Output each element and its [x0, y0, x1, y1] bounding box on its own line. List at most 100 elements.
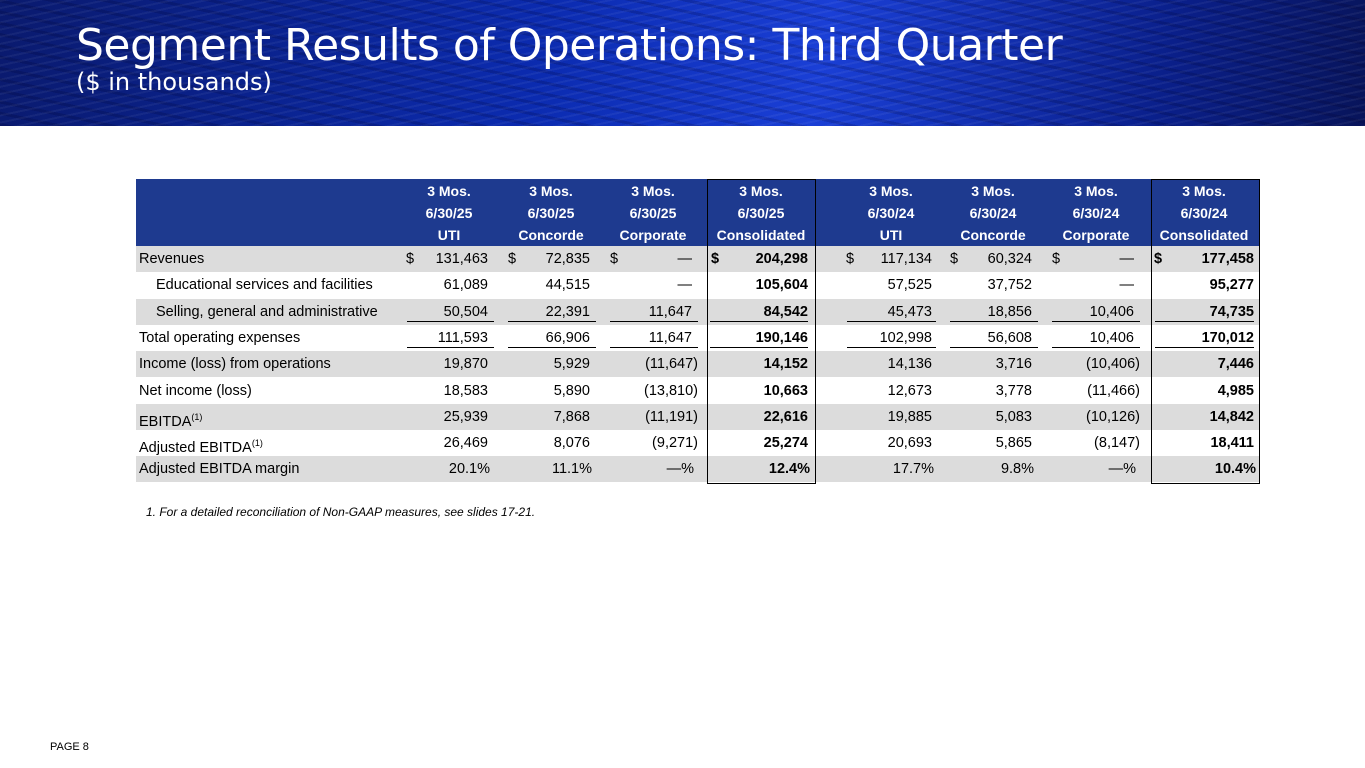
table-cell: — — [1119, 251, 1135, 267]
table-row: Income (loss) from operations 19,870 5,929… — [136, 351, 1260, 378]
currency-symbol: $ — [508, 251, 517, 267]
currency-symbol: $ — [711, 251, 720, 267]
column-header-line: 3 Mos. — [631, 183, 675, 199]
table-cell: 37,752 — [987, 277, 1032, 294]
slide-subtitle: ($ in thousands) — [76, 68, 272, 96]
table-cell: 18,411 — [1210, 435, 1254, 452]
table-row: Net income (loss) 18,583 5,890 (13,810) 10,6… — [136, 378, 1260, 404]
cell-underline — [710, 346, 808, 348]
column-header: 3 Mos. 6/30/25 Consolidated — [710, 180, 813, 246]
table-row: Total operating expenses 111,593 66,906 11,… — [136, 325, 1260, 351]
column-header-line: 3 Mos. — [529, 183, 573, 199]
currency-symbol: $ — [610, 251, 619, 267]
table-cell: 177,458 — [1201, 251, 1254, 267]
table-cell: 4,985 — [1217, 382, 1254, 399]
column-header-line: 3 Mos. — [971, 183, 1015, 199]
table-cell: 11.1% — [551, 461, 592, 478]
cell-underline — [1052, 320, 1140, 322]
table-cell: (11,466) — [1087, 382, 1140, 399]
column-header-line: 6/30/25 — [737, 205, 785, 221]
table-cell: 5,929 — [553, 356, 590, 373]
table-row: EBITDA(1) 25,939 7,868 (11,191) 22,616 19,885… — [136, 403, 1260, 430]
table-cell: 22,616 — [763, 408, 808, 425]
table-cell: 102,998 — [879, 329, 932, 346]
table-cell: 111,593 — [437, 329, 488, 346]
cell-underline — [610, 346, 698, 348]
table-cell: — — [677, 251, 693, 267]
table-row: Revenues $131,463 $72,835 $ — $204,298 $117,13… — [136, 246, 1260, 272]
table-cell: 66,906 — [545, 329, 590, 346]
table-cell: 204,298 — [755, 251, 808, 267]
row-label: Adjusted EBITDA(1) — [139, 430, 263, 461]
table-cell: 84,542 — [763, 303, 808, 320]
row-label: EBITDA(1) — [139, 404, 202, 435]
table-row: Adjusted EBITDA(1) 26,469 8,076 (9,271) 25,2… — [136, 430, 1260, 456]
row-label-text: Income (loss) from operations — [139, 356, 331, 373]
column-header-line: Corporate — [1062, 227, 1130, 243]
footnote-marker: (1) — [191, 411, 203, 422]
row-label-text: EBITDA — [139, 413, 192, 430]
cell-underline — [847, 346, 936, 348]
column-header: 3 Mos. 6/30/25 Concorde — [500, 180, 603, 246]
row-label: Total operating expenses — [139, 325, 300, 351]
table-cell: (11,647) — [645, 356, 698, 373]
table-cell: 105,604 — [755, 277, 808, 294]
row-label-text: Adjusted EBITDA margin — [139, 461, 300, 478]
page-number: PAGE 8 — [50, 741, 89, 753]
column-header-line: 3 Mos. — [1074, 183, 1118, 199]
table-cell: 95,277 — [1209, 277, 1254, 294]
table-cell: 45,473 — [887, 303, 932, 320]
table-cell: 8,076 — [553, 435, 590, 452]
column-header-line: 6/30/24 — [1072, 205, 1120, 221]
currency-symbol: $ — [846, 251, 855, 267]
table-cell: 25,274 — [763, 435, 808, 452]
column-header-line: UTI — [879, 227, 903, 243]
table-cell: 117,134 — [880, 251, 932, 267]
table-cell: 18,583 — [443, 382, 488, 399]
table-cell: 11,647 — [648, 329, 692, 346]
table-cell: 7,446 — [1217, 356, 1254, 373]
table-cell: 10,406 — [1089, 329, 1134, 346]
table-cell: 60,324 — [987, 251, 1032, 267]
table-cell: 10,406 — [1089, 303, 1134, 320]
cell-underline — [950, 346, 1038, 348]
table-cell: 14,136 — [887, 356, 932, 373]
currency-symbol: $ — [1052, 251, 1061, 267]
column-header-line: Concorde — [960, 227, 1026, 243]
table-cell: 14,152 — [763, 356, 808, 373]
table-cell: 17.7% — [892, 461, 934, 478]
column-header: 3 Mos. 6/30/24 UTI — [840, 180, 943, 246]
row-label-text: Total operating expenses — [139, 329, 301, 346]
slide-title: Segment Results of Operations: Third Qua… — [76, 20, 1063, 71]
table-cell: — — [677, 277, 693, 294]
table-cell: 12.4% — [768, 461, 810, 478]
column-header-line: 6/30/25 — [425, 205, 473, 221]
table-cell: 7,868 — [553, 408, 590, 425]
row-label-text: Educational services and facilities — [156, 277, 373, 294]
row-label-text: Selling, general and administrative — [156, 303, 378, 320]
cell-underline — [407, 320, 494, 322]
table-cell: 3,716 — [995, 356, 1032, 373]
cell-underline — [710, 320, 808, 322]
column-header-line: 3 Mos. — [427, 183, 471, 199]
column-header-line: Consolidated — [1159, 227, 1249, 243]
table-cell: — — [1119, 277, 1135, 294]
table-cell: 74,735 — [1209, 303, 1254, 320]
column-header-line: Corporate — [619, 227, 687, 243]
cell-underline — [1155, 346, 1254, 348]
column-header-line: 3 Mos. — [739, 183, 783, 199]
cell-underline — [847, 320, 936, 322]
table-cell: 44,515 — [545, 277, 590, 294]
column-header-line: 6/30/25 — [527, 205, 575, 221]
cell-underline — [508, 320, 596, 322]
table-cell: 25,939 — [443, 408, 488, 425]
table-cell: 5,865 — [995, 435, 1032, 452]
row-label: Revenues — [139, 246, 204, 272]
table-cell: 20.1% — [448, 461, 490, 478]
column-header: 3 Mos. 6/30/24 Consolidated — [1153, 180, 1256, 246]
table-cell: 131,463 — [435, 251, 488, 267]
cell-underline — [407, 346, 494, 348]
currency-symbol: $ — [406, 251, 415, 267]
column-header-line: 6/30/24 — [867, 205, 915, 221]
cell-underline — [950, 320, 1038, 322]
